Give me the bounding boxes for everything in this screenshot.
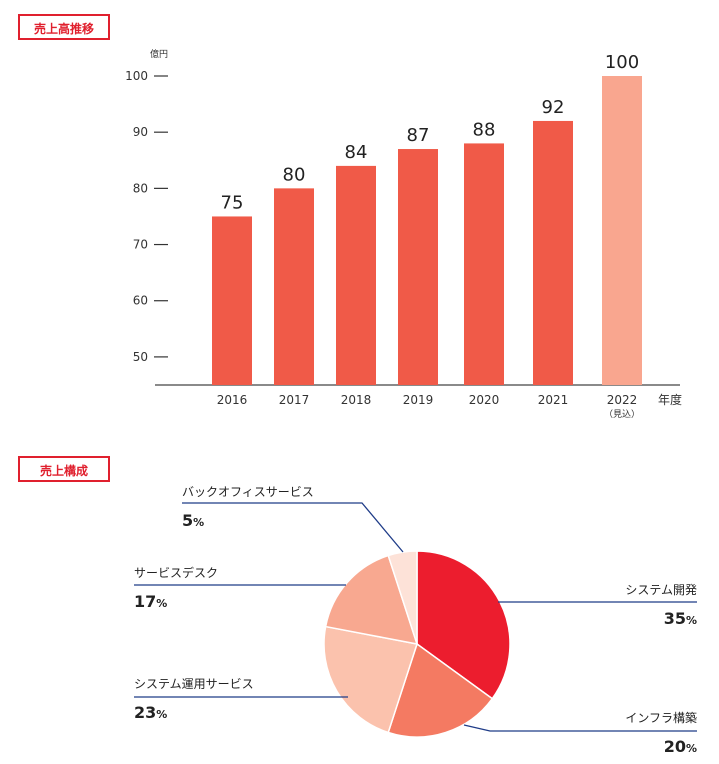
bar-value-label: 75 xyxy=(221,192,244,213)
y-axis-unit-label: 億円 xyxy=(150,48,168,60)
slice-name-label: システム運用サービス xyxy=(134,677,254,691)
x-tick-label: 2021 xyxy=(538,393,569,407)
pie-slice-1 xyxy=(387,642,494,738)
x-axis-unit-label: 年度 xyxy=(658,392,682,407)
bar-2016 xyxy=(212,216,252,385)
slice-percent-label: 23% xyxy=(134,703,167,722)
bar-2019 xyxy=(398,149,438,385)
bar-value-label: 88 xyxy=(473,119,496,140)
bar-2018 xyxy=(336,165,376,385)
leader-line xyxy=(463,724,697,732)
bar-2022 xyxy=(602,76,642,385)
x-tick-label: 2020 xyxy=(469,393,500,407)
bar-2020 xyxy=(464,143,504,385)
sales-trend-title: 売上高推移 xyxy=(18,14,110,40)
slice-name-label: インフラ構築 xyxy=(625,710,697,725)
pie-slice-3 xyxy=(324,554,419,645)
slice-percent-label: 17% xyxy=(134,592,167,611)
y-tick-label: 50 xyxy=(133,350,148,364)
bar-value-label: 87 xyxy=(407,125,430,146)
sales-composition-title: 売上構成 xyxy=(18,456,110,482)
slice-name-label: サービスデスク xyxy=(134,565,218,580)
y-tick-label: 90 xyxy=(133,125,148,139)
y-tick-label: 100 xyxy=(125,69,148,83)
x-tick-label: 2022 xyxy=(607,393,638,407)
bar-2017 xyxy=(274,188,314,385)
x-tick-label: 2017 xyxy=(279,393,310,407)
slice-percent-label: 35% xyxy=(664,609,697,628)
slice-percent-label: 20% xyxy=(664,737,697,756)
y-tick-label: 70 xyxy=(133,238,148,252)
slice-name-label: バックオフィスサービス xyxy=(182,485,314,499)
leader-line xyxy=(182,502,404,553)
x-tick-label: 2016 xyxy=(217,393,248,407)
bar-value-label: 84 xyxy=(345,142,368,163)
x-tick-label: 2019 xyxy=(403,393,434,407)
y-tick-label: 80 xyxy=(133,181,148,195)
bar-value-label: 100 xyxy=(605,52,639,73)
bar-2021 xyxy=(533,120,573,385)
sales-bar-chart: 5060708090100億円年度75201680201784201887201… xyxy=(125,48,682,420)
x-tick-sublabel: （見込） xyxy=(604,409,640,420)
pie-slice-2 xyxy=(323,625,418,734)
x-tick-label: 2018 xyxy=(341,393,372,407)
slice-percent-label: 5% xyxy=(182,511,204,530)
bar-value-label: 80 xyxy=(283,164,306,185)
slice-name-label: システム開発 xyxy=(625,583,697,597)
y-tick-label: 60 xyxy=(133,294,148,308)
bar-value-label: 92 xyxy=(542,97,565,118)
